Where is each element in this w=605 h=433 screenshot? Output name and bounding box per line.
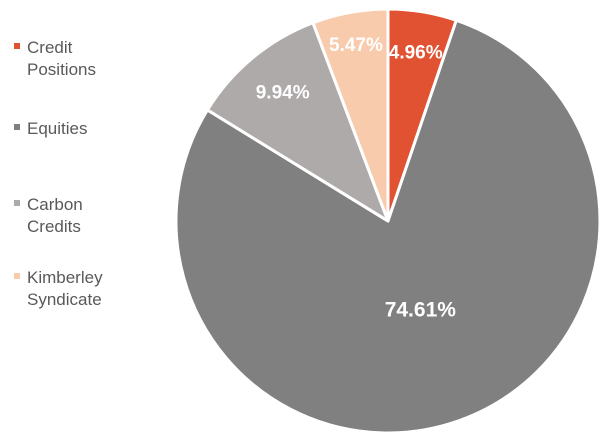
legend-label-equities: Equities [27, 118, 147, 140]
legend-item-kimberley-syndicate: Kimberley Syndicate [14, 267, 147, 311]
legend-label-kimberley-syndicate-line2: Syndicate [27, 290, 102, 309]
legend-swatch-carbon-credits [14, 200, 20, 206]
legend-label-equities-line1: Equities [27, 119, 88, 138]
legend-label-carbon-credits-line2: Credits [27, 217, 81, 236]
data-label-equities: 74.61% [385, 298, 457, 321]
legend-label-carbon-credits: Carbon Credits [27, 194, 147, 238]
legend-label-carbon-credits-line1: Carbon [27, 195, 83, 214]
legend-label-credit-positions: Credit Positions [27, 37, 147, 81]
pie-data-labels: 4.96% 74.61% 9.94% 5.47% [256, 35, 457, 321]
legend-swatch-credit-positions [14, 43, 20, 49]
pie-slice-equities [174, 18, 602, 433]
legend-swatch-equities [14, 124, 20, 130]
legend-item-credit-positions: Credit Positions [14, 37, 147, 81]
pie-slice-carbon-credits [205, 21, 390, 223]
legend-label-credit-positions-line1: Credit [27, 38, 73, 57]
legend-label-kimberley-syndicate: Kimberley Syndicate [27, 267, 147, 311]
pie-slice-kimberley-syndicate [311, 7, 390, 223]
legend-label-kimberley-syndicate-line1: Kimberley [27, 268, 103, 287]
data-label-credit-positions: 4.96% [389, 43, 443, 64]
legend-item-carbon-credits: Carbon Credits [14, 194, 147, 238]
data-label-kimberley-syndicate: 5.47% [329, 35, 383, 56]
pie-slices [174, 7, 602, 433]
legend-swatch-kimberley-syndicate [14, 273, 20, 279]
data-label-carbon-credits: 9.94% [256, 83, 310, 104]
legend-label-credit-positions-line2: Positions [27, 60, 96, 79]
legend-item-equities: Equities [14, 118, 147, 140]
